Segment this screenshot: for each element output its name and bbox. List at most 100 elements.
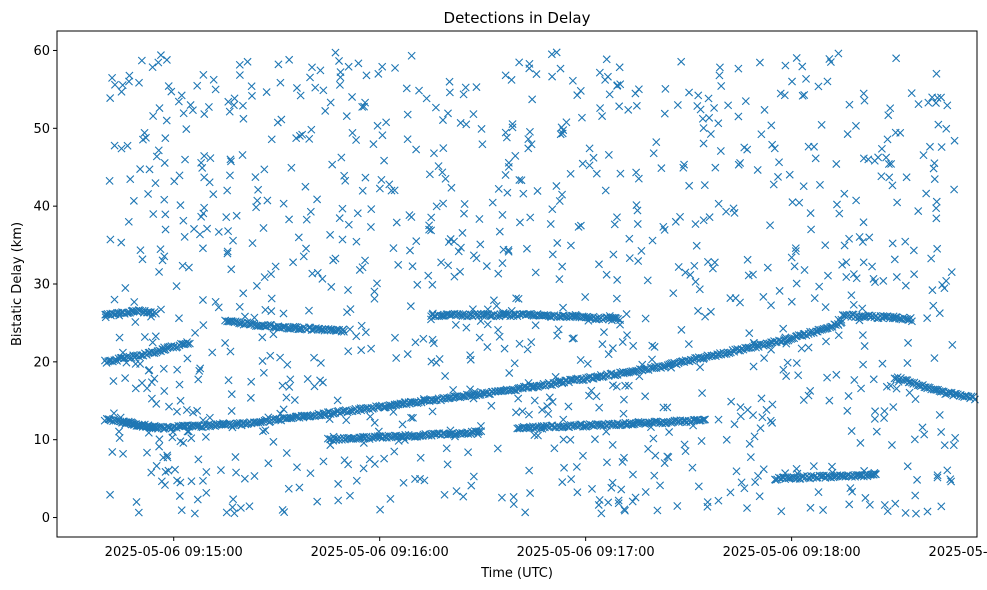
detection-noise bbox=[250, 313, 259, 322]
detection-noise bbox=[376, 433, 385, 442]
detection-noise bbox=[792, 279, 801, 288]
detection-noise bbox=[677, 325, 686, 334]
detection-noise bbox=[279, 199, 288, 208]
detection-noise bbox=[162, 55, 171, 64]
detection-noise bbox=[589, 153, 598, 162]
detection-noise bbox=[635, 372, 644, 381]
detection-noise bbox=[352, 136, 361, 144]
detection-noise bbox=[476, 422, 485, 431]
detection-noise bbox=[628, 497, 637, 506]
detection-noise bbox=[759, 465, 768, 474]
detection-noise bbox=[699, 216, 708, 225]
detection-noise bbox=[412, 145, 421, 154]
detection-noise bbox=[855, 316, 864, 325]
detection-band-26-right bbox=[895, 314, 904, 323]
detection-noise bbox=[558, 190, 567, 199]
detection-noise bbox=[510, 359, 519, 368]
detection-noise bbox=[703, 257, 712, 266]
detection-noise bbox=[648, 341, 657, 350]
detection-noise bbox=[200, 110, 209, 119]
detection-noise bbox=[673, 101, 682, 109]
detection-noise bbox=[793, 469, 802, 478]
detection-noise bbox=[263, 196, 272, 205]
detection-noise bbox=[726, 488, 735, 497]
detection-noise bbox=[798, 91, 807, 100]
detection-noise bbox=[267, 307, 276, 316]
detection-band-5-right bbox=[833, 471, 842, 480]
detection-noise bbox=[246, 393, 255, 402]
detection-upper-left-track bbox=[110, 356, 119, 365]
detection-noise bbox=[109, 377, 118, 386]
detection-noise bbox=[325, 415, 334, 424]
detection-noise bbox=[599, 328, 608, 337]
detection-noise bbox=[715, 71, 724, 80]
detection-noise bbox=[625, 234, 634, 243]
detection-noise bbox=[949, 441, 958, 450]
detection-noise bbox=[451, 320, 460, 329]
detection-noise bbox=[400, 435, 409, 444]
detection-noise bbox=[290, 396, 299, 405]
detection-noise bbox=[602, 458, 611, 467]
detection-upper-left-track bbox=[153, 347, 162, 356]
detection-noise bbox=[679, 163, 688, 172]
detection-noise bbox=[352, 237, 361, 246]
detection-noise bbox=[794, 371, 803, 380]
detection-noise bbox=[923, 314, 932, 323]
detection-noise bbox=[657, 164, 666, 173]
detection-noise bbox=[167, 87, 176, 96]
detection-noise bbox=[411, 338, 420, 347]
detection-noise bbox=[751, 478, 760, 487]
detection-noise bbox=[202, 467, 211, 476]
detection-noise bbox=[493, 444, 502, 453]
detection-noise bbox=[694, 482, 703, 491]
detection-noise bbox=[596, 104, 605, 113]
detection-noise bbox=[559, 126, 568, 135]
detection-noise bbox=[358, 102, 367, 111]
detection-noise bbox=[788, 198, 797, 207]
detection-noise bbox=[361, 328, 370, 337]
detection-noise bbox=[344, 220, 353, 229]
detection-noise bbox=[680, 440, 689, 449]
detection-noise bbox=[469, 110, 478, 119]
detection-noise bbox=[159, 364, 168, 373]
detection-band-10-mid bbox=[464, 429, 473, 438]
detection-noise bbox=[890, 255, 899, 264]
detection-noise bbox=[361, 173, 370, 182]
detection-noise bbox=[361, 256, 370, 265]
detection-noise bbox=[110, 295, 119, 304]
detection-noise bbox=[937, 502, 946, 511]
detection-noise bbox=[507, 75, 516, 84]
detection-noise bbox=[547, 50, 556, 59]
detection-noise bbox=[293, 463, 301, 472]
detection-noise bbox=[522, 244, 531, 253]
detection-noise bbox=[632, 201, 641, 210]
detection-noise bbox=[896, 128, 905, 137]
detection-noise bbox=[459, 492, 468, 501]
detection-noise bbox=[722, 435, 731, 444]
detection-noise bbox=[154, 58, 163, 67]
detection-noise bbox=[558, 129, 567, 138]
detection-noise bbox=[610, 220, 619, 229]
detection-noise bbox=[515, 339, 524, 348]
detection-noise bbox=[880, 413, 889, 422]
detection-upper-left-track bbox=[185, 339, 194, 348]
detection-noise bbox=[690, 261, 699, 270]
detection-main-rising-track bbox=[335, 409, 344, 418]
detection-noise bbox=[782, 372, 791, 381]
detection-noise bbox=[578, 159, 587, 168]
detection-noise bbox=[353, 209, 362, 218]
detection-band-26-center bbox=[568, 311, 577, 320]
detection-noise bbox=[585, 161, 594, 170]
detection-noise bbox=[115, 434, 124, 442]
detection-noise bbox=[715, 63, 724, 72]
detection-noise bbox=[494, 269, 503, 278]
detection-upper-left-track bbox=[184, 339, 193, 348]
detection-noise bbox=[181, 155, 190, 164]
detection-noise bbox=[546, 220, 555, 228]
detection-noise bbox=[911, 509, 920, 518]
detection-noise bbox=[155, 435, 164, 444]
detection-noise bbox=[407, 413, 416, 422]
detection-noise bbox=[398, 420, 407, 429]
detection-noise bbox=[847, 291, 856, 300]
detection-noise bbox=[258, 427, 267, 436]
